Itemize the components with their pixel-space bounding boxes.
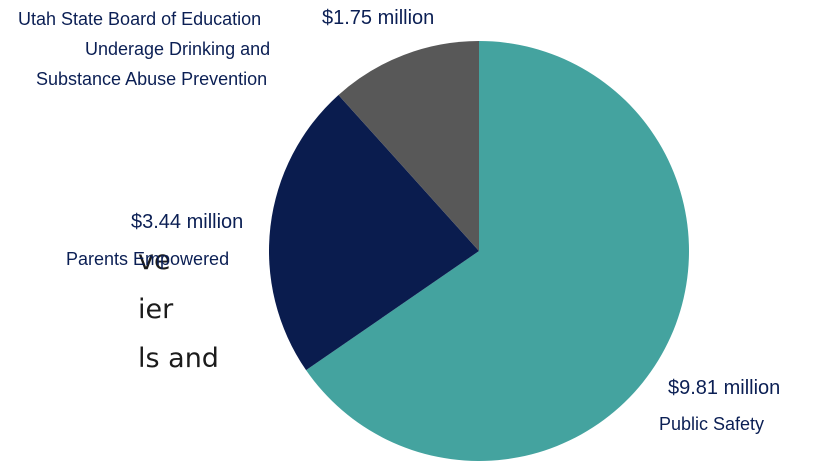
slice-label-usbe-name-line-1: Utah State Board of Education	[18, 9, 262, 29]
slice-label-parents-empowered-value: $3.44 million	[131, 211, 244, 233]
pie-slice-parents-empowered	[268, 94, 479, 371]
pie-slice-public-safety	[306, 41, 689, 461]
slice-label-public-safety-name: Public Safety	[659, 414, 765, 434]
pie-slice-utah-state-board-of-education-underage-d	[338, 41, 479, 251]
body-text-line-3: ls and	[138, 343, 219, 374]
body-text-line-1: ve	[138, 245, 171, 276]
body-text-line-2: ier	[138, 294, 174, 325]
slice-label-usbe-name-line-3: Substance Abuse Prevention	[36, 69, 268, 89]
slice-label-parents-empowered-name: Parents Empowered	[66, 249, 230, 269]
slice-label-public-safety-value: $9.81 million	[668, 377, 781, 399]
slice-label-usbe-name-line-2: Underage Drinking and	[85, 39, 271, 59]
slice-label-usbe-value: $1.75 million	[322, 7, 435, 29]
